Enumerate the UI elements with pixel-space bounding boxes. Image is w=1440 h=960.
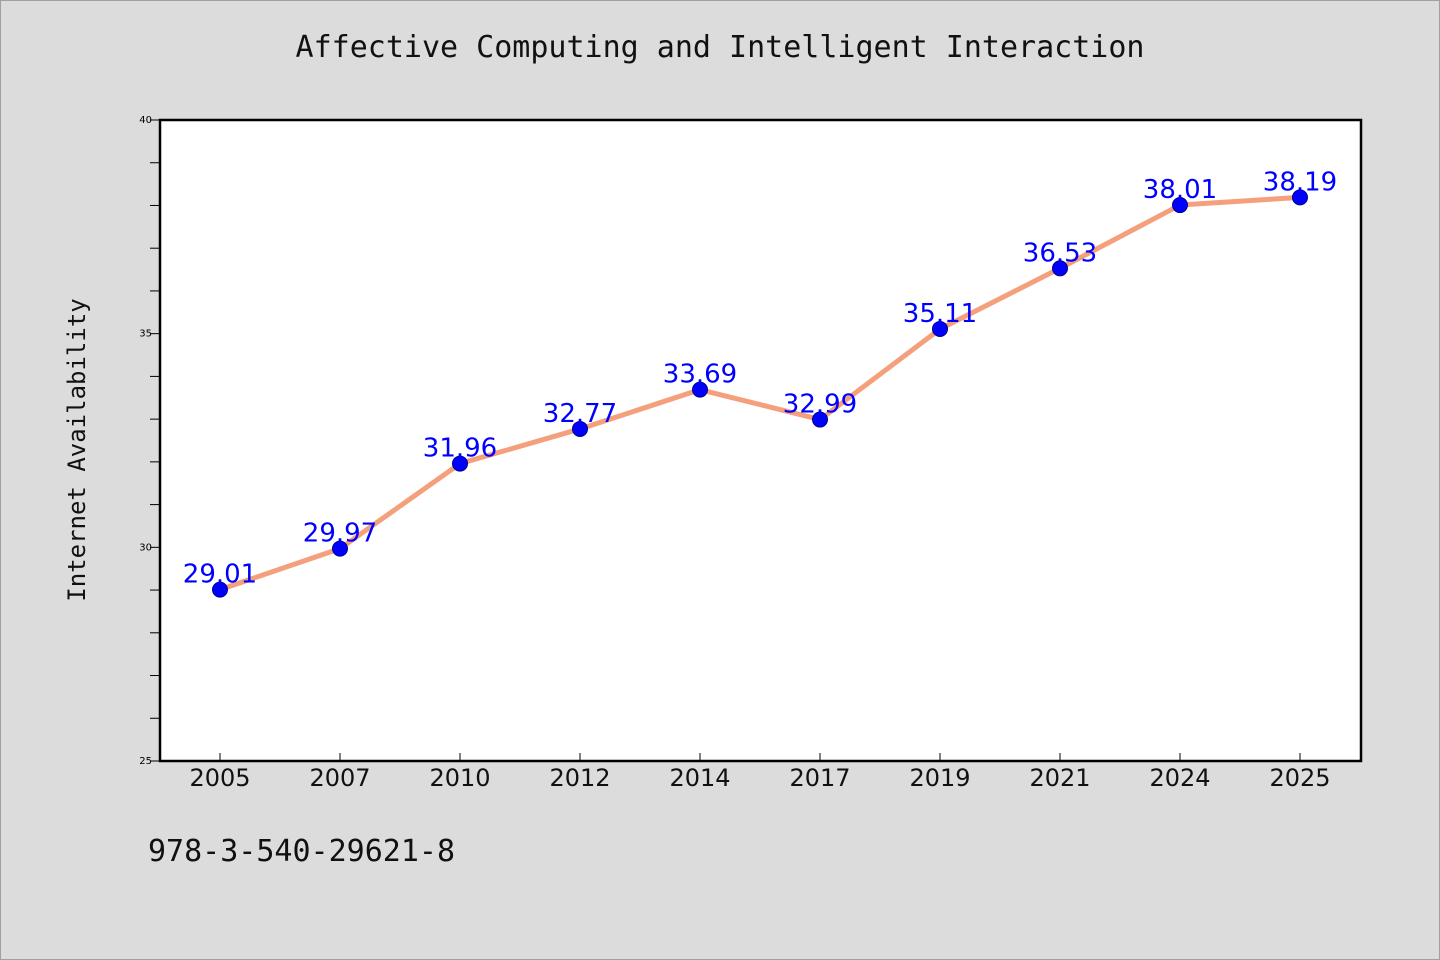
data-label: 36.53 [1023,238,1097,268]
data-point [1052,260,1068,277]
data-point [692,381,708,398]
data-point [1172,197,1188,214]
x-tick-label: 2021 [1029,764,1090,792]
series-group: 29.01 29.97 31.96 32.77 33.69 32.99 35.11 36.53… [183,167,1337,598]
x-tick-label: 2012 [549,764,610,792]
plot-area [158,118,1363,763]
data-point [332,540,348,557]
x-tick-label: 2007 [309,764,370,792]
y-tick-label: 25 [139,756,152,767]
x-tick-label: 2017 [789,764,850,792]
data-point [212,581,228,598]
data-label: 29.97 [303,519,377,549]
data-point [812,411,828,428]
y-tick-label: 30 [139,542,152,553]
x-tick-label: 2014 [669,764,730,792]
data-point [572,420,588,437]
data-label: 35.11 [903,299,977,329]
x-tick-label: 2019 [909,764,970,792]
series-line [217,194,1303,593]
x-tick-label: 2010 [429,764,490,792]
x-tick-label: 2005 [189,764,250,792]
x-tick-label: 2025 [1269,764,1330,792]
data-label: 33.69 [663,360,737,390]
data-label: 31.96 [423,434,497,464]
data-label: 38.01 [1143,175,1217,205]
data-label: 32.77 [543,399,617,429]
y-tick-label: 35 [139,329,152,340]
data-label: 38.19 [1263,167,1337,197]
chart-title: Affective Computing and Intelligent Inte… [295,30,1145,65]
axis-ticks: 25 30 35 40 2005 2007 2010 2012 2014 2017 2019 2021… [139,115,1330,792]
data-point [1292,189,1308,206]
data-label: 29.01 [183,560,257,590]
data-point [932,320,948,337]
y-tick-label: 40 [139,115,152,126]
isbn-text: 978-3-540-29621-8 [148,834,456,869]
data-label: 32.99 [783,390,857,420]
x-tick-label: 2024 [1149,764,1210,792]
data-point [452,455,468,472]
